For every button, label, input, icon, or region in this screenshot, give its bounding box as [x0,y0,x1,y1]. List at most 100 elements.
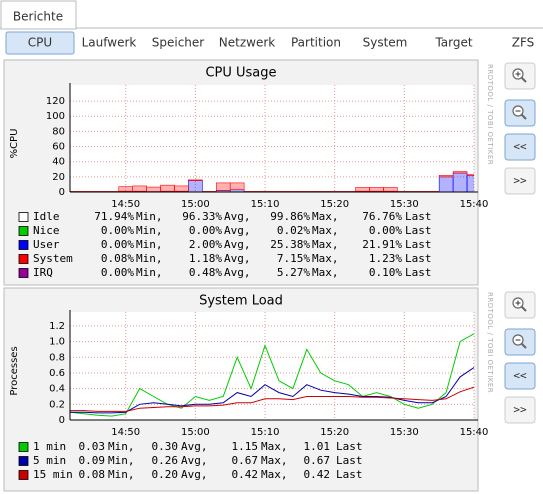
line-series [70,333,474,417]
magnifier-handle[interactable] [520,305,527,312]
area-segment [383,187,398,192]
area-segment [188,179,203,181]
chart-title: System Load [199,294,283,309]
legend-stat: 0.03 [79,440,106,453]
legend-stat-label: Avg, [224,252,251,265]
button[interactable] [504,133,536,161]
legend-stat-label: Last [405,252,432,265]
x-tick-label: 15:00 [181,427,210,438]
area-segment [438,176,454,192]
magnifier-handle[interactable] [520,342,527,349]
nav-item[interactable]: Target [434,36,472,50]
legend-stat-label: Last [405,210,432,223]
legend-name: 5 min [33,454,66,467]
legend-stat-label: Max, [261,468,288,481]
legend-swatch [18,268,29,278]
button-label[interactable]: >> [513,174,527,187]
watermark: RRDTOOL / TOBI OETIKER [486,64,494,165]
legend-stat: 0.67 [232,454,259,467]
legend-stat: 0.00% [189,224,222,237]
legend-stat: 0.42 [304,468,331,481]
area-segment [466,174,474,176]
button-label[interactable]: << [513,140,527,153]
nav-item[interactable]: Speicher [152,36,205,50]
legend-stat: 0.00% [101,224,134,237]
legend-swatch [18,442,29,452]
legend-stat: 0.00% [101,266,134,279]
y-tick-label: 0.4 [49,384,65,395]
x-tick-label: 15:30 [390,427,419,438]
nav-selected[interactable] [5,31,75,55]
magnifier-handle[interactable] [520,113,527,120]
legend-stat-label: Avg, [224,224,251,237]
area-segment [188,180,203,192]
legend-stat: 5.27% [277,266,310,279]
legend-stat: 0.10% [369,266,402,279]
legend-stat-label: Min, [136,266,163,279]
legend-stat-label: Min, [108,454,135,467]
x-tick-label: 15:00 [181,199,210,210]
legend-stat: 1.01 [304,440,331,453]
legend-stat: 0.42 [232,468,259,481]
area-segment [452,171,468,174]
legend-swatch [18,254,29,264]
legend-stat: 1.18% [189,252,222,265]
chart-title: CPU Usage [205,66,276,81]
legend-stat-label: Last [336,468,363,481]
y-axis-label: Processes [9,346,20,395]
x-tick-label: 15:30 [390,199,419,210]
legend-stat: 99.86% [270,210,310,223]
x-tick-label: 14:50 [111,427,140,438]
y-axis-label: %CPU [9,129,20,159]
y-tick-label: 120 [46,96,65,107]
legend-swatch [18,456,29,466]
legend-stat: 2.00% [189,238,222,251]
legend-stat: 0.20 [152,468,179,481]
nav-item[interactable]: ZFS [512,36,535,50]
legend-swatch [18,226,29,236]
area-segment [215,182,231,191]
legend-name: User [33,238,60,251]
legend-stat: 21.91% [362,238,402,251]
tab-label[interactable]: Berichte [13,10,63,24]
y-tick-label: 80 [52,126,65,137]
button-label[interactable]: >> [513,403,527,416]
nav-item[interactable]: System [363,36,408,50]
x-tick-label: 15:40 [460,427,489,438]
legend-stat-label: Max, [312,252,339,265]
legend-stat-label: Min, [108,440,135,453]
area-segment [132,185,147,192]
tab[interactable] [0,0,77,30]
legend-swatch [18,212,29,222]
nav-item[interactable]: Partition [291,36,341,50]
area-segment [118,186,133,192]
legend-stat-label: Last [405,238,432,251]
x-tick-label: 14:50 [111,199,140,210]
legend-stat: 0.48% [189,266,222,279]
line-series [70,386,474,412]
button[interactable] [504,362,536,390]
magnifier-handle[interactable] [520,76,527,83]
button-label[interactable]: << [513,369,527,382]
legend-stat: 0.00% [101,238,134,251]
area-segment [229,182,245,191]
nav-item[interactable]: CPU [28,36,52,50]
legend-stat: 0.09 [79,454,106,467]
nav-item[interactable]: Laufwerk [82,36,137,50]
legend-name: Nice [33,224,60,237]
y-tick-label: 1.0 [49,337,65,348]
area-segment [160,184,175,192]
legend-stat: 7.15% [277,252,310,265]
plot-area [70,85,474,192]
legend-stat-label: Last [405,266,432,279]
button[interactable] [504,396,536,424]
x-tick-label: 15:20 [320,427,349,438]
nav-item[interactable]: Netzwerk [219,36,275,50]
button[interactable] [504,167,536,195]
area-segment [369,187,384,192]
x-tick-label: 15:10 [251,199,280,210]
x-tick-label: 15:10 [251,427,280,438]
y-tick-label: 0.2 [49,399,65,410]
legend-stat: 76.76% [362,210,402,223]
